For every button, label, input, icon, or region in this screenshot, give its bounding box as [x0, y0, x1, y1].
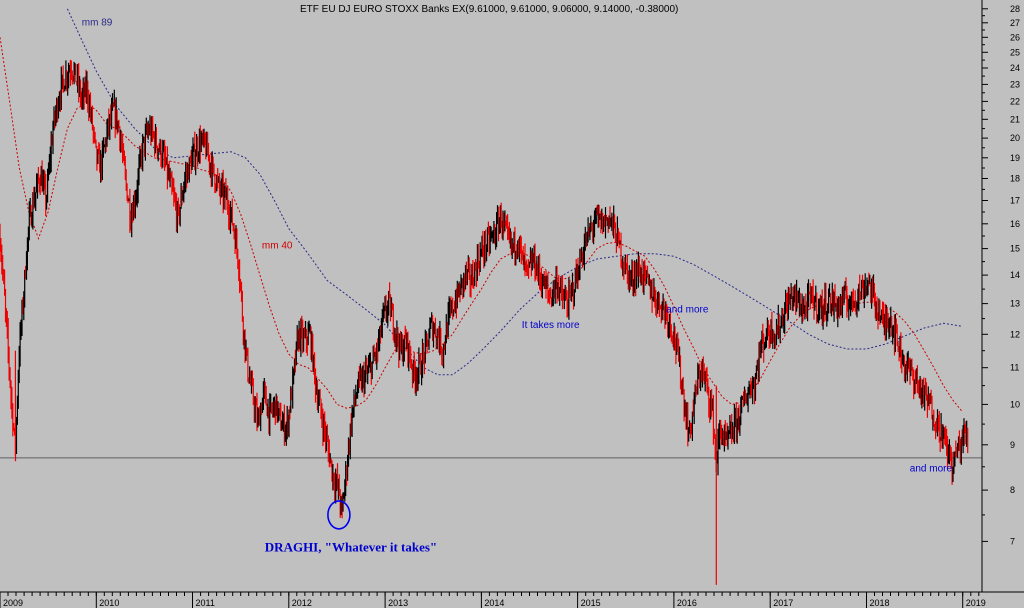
axis-corner: [982, 592, 1024, 608]
y-tick-label-16: 16: [1010, 219, 1020, 229]
draghi-highlight-circle: [327, 500, 351, 530]
annotation-5: and more: [910, 463, 953, 474]
y-tick-label-23: 23: [1010, 79, 1020, 89]
x-tick-label-2017: 2017: [773, 598, 793, 608]
y-tick-label-17: 17: [1010, 196, 1020, 206]
x-tick-label-2014: 2014: [484, 598, 504, 608]
moving-average-line-1: [66, 8, 963, 376]
y-tick-label-11: 11: [1010, 363, 1019, 373]
y-tick-label-15: 15: [1010, 244, 1020, 254]
x-tick-label-2019: 2019: [966, 598, 986, 608]
y-tick-label-22: 22: [1010, 96, 1020, 106]
y-tick-label-7: 7: [1010, 536, 1015, 546]
annotation-1: mm 89: [82, 18, 113, 29]
y-tick-label-19: 19: [1010, 153, 1020, 163]
y-tick-label-25: 25: [1010, 47, 1020, 57]
y-axis: 7 8 9 10 11 12 13 14 15 16 17 18 19 20 21 22 23 24 25 26 27 2…: [982, 4, 1020, 546]
x-tick-label-2011: 2011: [196, 598, 215, 608]
y-tick-label-9: 9: [1010, 440, 1015, 450]
x-tick-label-2016: 2016: [677, 598, 697, 608]
price-bars-layer: [0, 59, 969, 585]
x-tick-label-2018: 2018: [870, 598, 890, 608]
x-tick-label-2009: 2009: [3, 598, 23, 608]
chart-title: ETF EU DJ EURO STOXX Banks EX(9.61000, 9…: [300, 4, 678, 15]
y-tick-label-27: 27: [1010, 18, 1020, 28]
y-tick-label-10: 10: [1010, 399, 1020, 409]
x-tick-label-2010: 2010: [99, 598, 119, 608]
y-tick-label-28: 28: [1010, 4, 1020, 14]
annotation-3: It takes more: [522, 320, 580, 331]
y-tick-label-20: 20: [1010, 133, 1020, 143]
x-axis: 2009 2010 2011 2012 2013 2014 2015 2016 2017 2018…: [0, 592, 986, 608]
y-tick-label-8: 8: [1010, 485, 1015, 495]
y-tick-label-14: 14: [1010, 270, 1020, 280]
x-tick-label-2015: 2015: [581, 598, 601, 608]
annotation-layer: mm 89 mm 40 It takes more and more and more D…: [82, 18, 953, 555]
annotation-2: mm 40: [262, 241, 293, 252]
annotation-6: DRAGHI, "Whatever it takes": [265, 539, 437, 554]
x-tick-label-2012: 2012: [292, 598, 312, 608]
annotation-4: and more: [666, 305, 709, 316]
y-tick-label-12: 12: [1010, 329, 1020, 339]
y-tick-label-13: 13: [1010, 299, 1020, 309]
y-tick-label-26: 26: [1010, 32, 1020, 42]
y-tick-label-21: 21: [1010, 114, 1020, 124]
x-tick-label-2013: 2013: [388, 598, 408, 608]
y-tick-label-24: 24: [1010, 63, 1020, 73]
y-tick-label-18: 18: [1010, 174, 1020, 184]
